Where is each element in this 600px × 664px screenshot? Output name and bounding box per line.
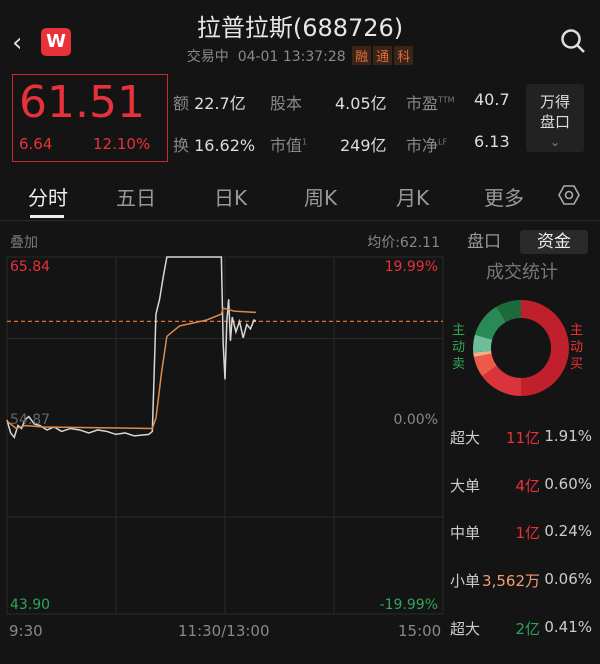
flow-row: 小单 3,562万 0.06%: [450, 570, 592, 590]
flow-row: 中单 1亿 0.24%: [450, 522, 592, 542]
tab-capital[interactable]: 资金: [520, 230, 588, 254]
side-panel-tabs: 盘口 资金: [446, 230, 592, 256]
donut-slice: [521, 300, 569, 396]
tab-daily-k[interactable]: 日K: [214, 186, 248, 210]
tag-connect: 通: [373, 46, 393, 65]
stat-mktcap: 市值1: [270, 136, 308, 155]
chevron-down-icon: ⌄: [549, 135, 561, 149]
pct-label-bottom: -19.99%: [379, 597, 438, 613]
stat-pe: 市盈TTM: [406, 94, 455, 113]
stat-pb-value: 6.13: [474, 132, 510, 151]
overlay-button[interactable]: 叠加: [10, 235, 38, 251]
page-title: 拉普拉斯(688726): [196, 14, 404, 42]
price-change: 6.64: [19, 135, 53, 153]
tab-more[interactable]: 更多: [484, 186, 524, 210]
tag-star: 科: [394, 46, 414, 65]
stat-mktcap-value: 249亿: [340, 136, 387, 155]
flow-row: 大单 4亿 0.60%: [450, 475, 592, 495]
stat-shares: 股本: [270, 94, 303, 113]
trade-status: 交易中 04-01 13:37:28 融通科: [0, 46, 600, 66]
panel-title: 成交统计: [486, 262, 558, 283]
stat-amount: 额 22.7亿: [173, 94, 246, 113]
donut-slice: [474, 306, 506, 340]
stat-shares-value: 4.05亿: [335, 94, 387, 113]
active-sell-label: 主动卖: [452, 323, 466, 372]
active-buy-label: 主动买: [570, 323, 584, 372]
tab-orderbook[interactable]: 盘口: [467, 232, 501, 252]
tab-intraday[interactable]: 分时: [28, 186, 68, 210]
donut-slice: [482, 365, 521, 396]
stat-pb: 市净LF: [406, 136, 448, 155]
app-logo: W: [41, 28, 71, 56]
y-label-top: 65.84: [10, 259, 51, 275]
avg-price-line: [6, 307, 256, 430]
search-icon[interactable]: [560, 28, 586, 54]
stat-pe-value: 40.7: [474, 90, 510, 109]
donut-slice: [473, 334, 493, 353]
x-label-midday: 11:30/13:00: [178, 622, 270, 640]
tab-5day[interactable]: 五日: [116, 186, 156, 210]
status-text: 交易中: [186, 49, 229, 65]
price-change-pct: 12.10%: [93, 135, 151, 153]
stat-turnover: 换 16.62%: [173, 136, 256, 155]
tag-margin: 融: [352, 46, 372, 65]
price-box: 61.51 6.64 12.10%: [12, 74, 168, 162]
intraday-chart[interactable]: [0, 250, 445, 650]
flow-row: 超大 11亿 1.91%: [450, 427, 592, 447]
x-label-close: 15:00: [398, 622, 442, 640]
back-button[interactable]: ‹: [12, 28, 23, 58]
y-label-mid: 54.87: [10, 412, 51, 428]
y-label-bottom: 43.90: [10, 597, 51, 613]
tab-weekly-k[interactable]: 周K: [304, 186, 338, 210]
wind-panel-button[interactable]: 万得 盘口 ⌄: [526, 84, 584, 152]
divider: [0, 220, 600, 221]
x-label-open: 9:30: [9, 622, 43, 640]
flow-row: 超大 2亿 0.41%: [450, 618, 592, 638]
settings-hexagon-icon[interactable]: [558, 184, 580, 206]
donut-slice: [473, 350, 492, 357]
pct-label-mid: 0.00%: [393, 412, 438, 428]
timestamp: 04-01 13:37:28: [237, 49, 346, 65]
donut-slice: [473, 353, 497, 377]
tab-monthly-k[interactable]: 月K: [396, 186, 430, 210]
trade-donut-chart: [473, 300, 569, 396]
active-tab-indicator: [30, 215, 64, 218]
price-line: [6, 256, 257, 439]
donut-slice: [496, 300, 521, 323]
pct-label-top: 19.99%: [384, 259, 438, 275]
avg-price-label: 均价:62.11: [367, 235, 440, 251]
last-price: 61.51: [19, 77, 145, 128]
